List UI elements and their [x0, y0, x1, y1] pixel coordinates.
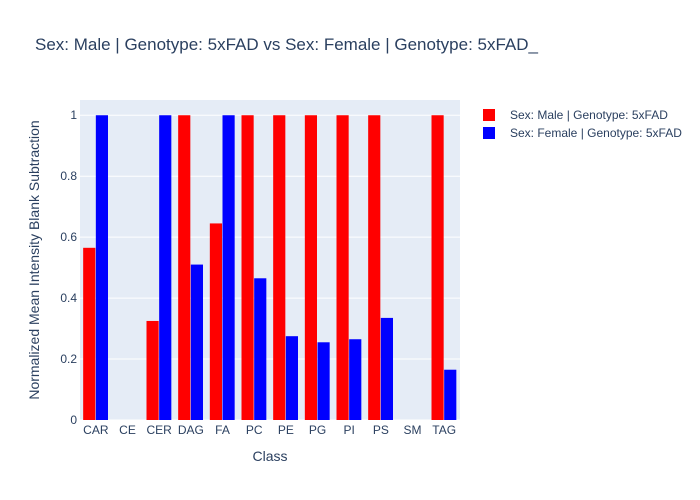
bar-pg-male[interactable]	[304, 115, 317, 420]
x-tick-label: PS	[373, 423, 389, 437]
x-tick-label: PG	[309, 423, 326, 437]
bar-pe-male[interactable]	[273, 115, 286, 420]
bar-ps-female[interactable]	[380, 317, 393, 420]
legend-label: Sex: Female | Genotype: 5xFAD	[510, 126, 682, 140]
bar-cer-male[interactable]	[146, 320, 159, 420]
x-tick-label: PI	[343, 423, 354, 437]
legend-swatch	[483, 109, 495, 121]
y-axis-title: Normalized Mean Intensity Blank Subtract…	[26, 120, 42, 399]
bar-pc-male[interactable]	[241, 115, 254, 420]
chart-title: Sex: Male | Genotype: 5xFAD vs Sex: Fema…	[35, 35, 539, 54]
bar-fa-male[interactable]	[209, 223, 222, 420]
bar-cer-female[interactable]	[159, 115, 172, 420]
y-tick-label: 0.6	[60, 230, 77, 244]
plot-area	[80, 100, 460, 420]
x-tick-label: TAG	[432, 423, 456, 437]
bar-pi-female[interactable]	[349, 339, 362, 420]
bar-fa-female[interactable]	[222, 115, 235, 420]
x-tick-label: PE	[278, 423, 294, 437]
x-tick-label: PC	[246, 423, 263, 437]
bar-dag-male[interactable]	[178, 115, 191, 420]
y-tick-label: 0.2	[60, 352, 77, 366]
legend[interactable]: Sex: Male | Genotype: 5xFAD Sex: Female |…	[483, 108, 682, 140]
x-axis-title: Class	[252, 448, 287, 464]
y-axis-ticks: 0 0.2 0.4 0.6 0.8 1	[60, 108, 77, 427]
x-tick-label: CAR	[83, 423, 109, 437]
x-tick-label: CE	[119, 423, 136, 437]
y-tick-label: 0	[70, 413, 77, 427]
x-tick-label: FA	[215, 423, 230, 437]
gridlines	[80, 114, 460, 421]
bar-tag-male[interactable]	[431, 115, 444, 420]
bar-ps-male[interactable]	[368, 115, 381, 420]
x-tick-label: CER	[146, 423, 172, 437]
legend-swatch	[483, 127, 495, 139]
y-tick-label: 1	[70, 108, 77, 122]
legend-item[interactable]: Sex: Female | Genotype: 5xFAD	[483, 126, 682, 140]
legend-item[interactable]: Sex: Male | Genotype: 5xFAD	[483, 108, 668, 122]
bar-pg-female[interactable]	[317, 342, 330, 420]
y-tick-label: 0.8	[60, 169, 77, 183]
x-axis-ticks: CAR CE CER DAG FA PC PE PG PI PS SM TAG	[83, 423, 456, 437]
bar-car-male[interactable]	[83, 247, 96, 420]
bar-pi-male[interactable]	[336, 115, 349, 420]
x-tick-label: SM	[404, 423, 422, 437]
bar-tag-female[interactable]	[444, 369, 457, 420]
bar-car-female[interactable]	[95, 115, 108, 420]
y-tick-label: 0.4	[60, 291, 77, 305]
bar-dag-female[interactable]	[190, 264, 203, 420]
legend-label: Sex: Male | Genotype: 5xFAD	[510, 108, 668, 122]
x-tick-label: DAG	[178, 423, 204, 437]
bar-pc-female[interactable]	[254, 278, 267, 420]
bars	[83, 115, 457, 420]
bar-pe-female[interactable]	[285, 336, 298, 420]
